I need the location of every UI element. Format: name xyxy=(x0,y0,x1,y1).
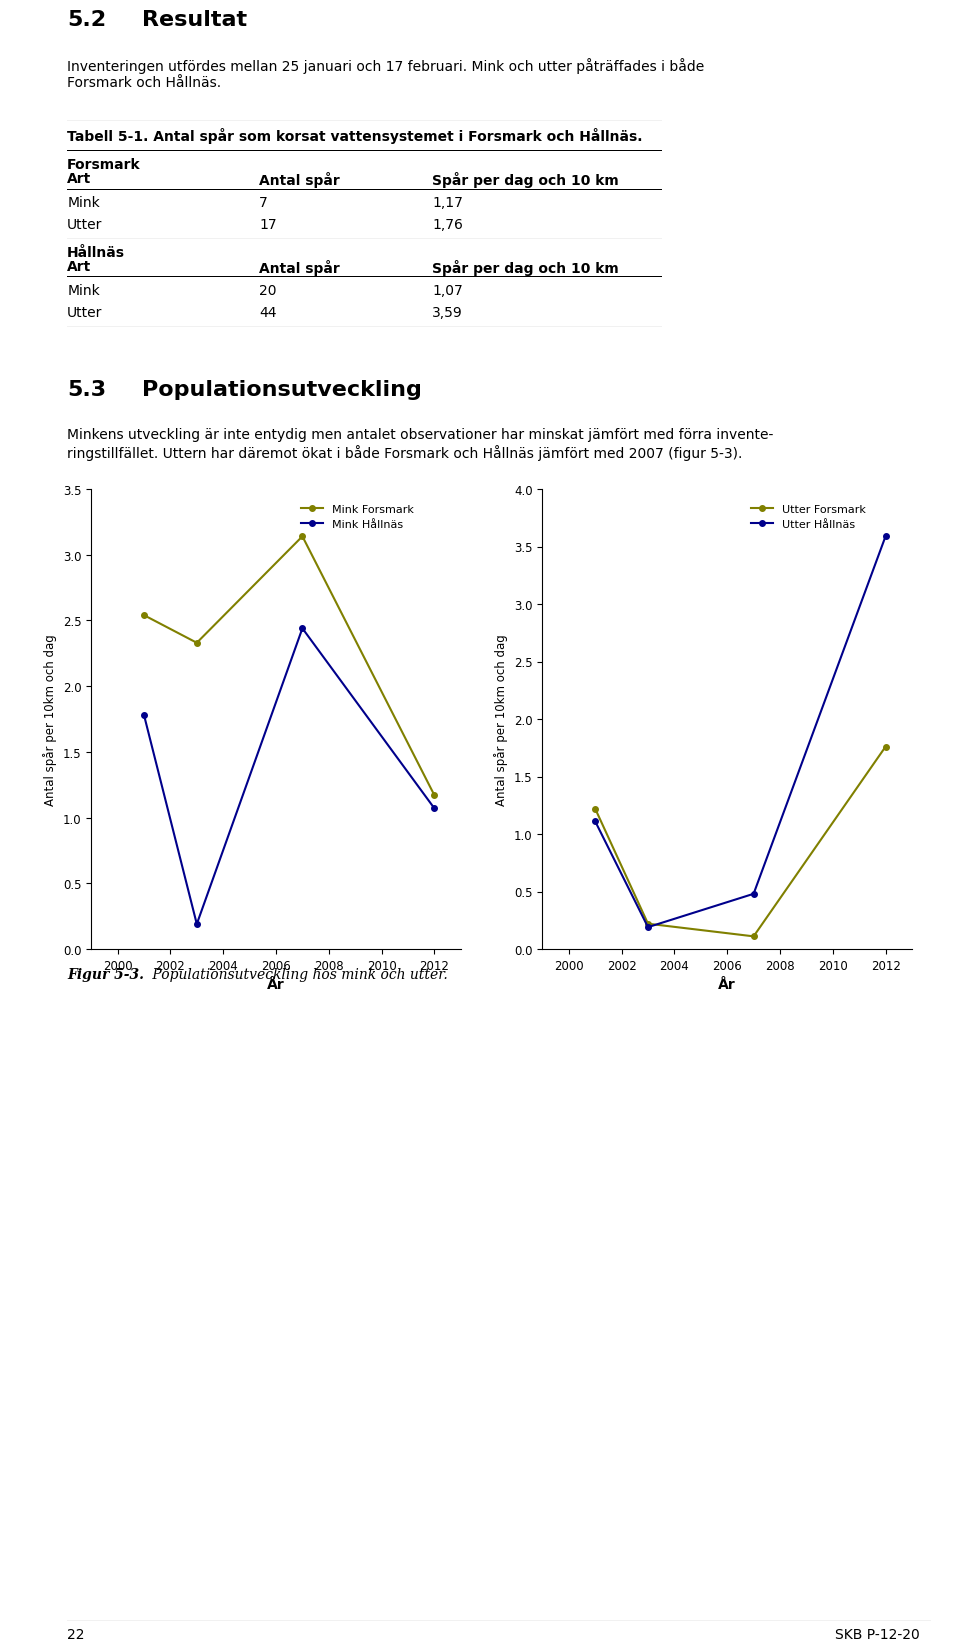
Line: Mink Forsmark: Mink Forsmark xyxy=(141,534,437,799)
Text: Utter: Utter xyxy=(67,218,103,232)
Text: Spår per dag och 10 km: Spår per dag och 10 km xyxy=(432,171,619,188)
Text: Spår per dag och 10 km: Spår per dag och 10 km xyxy=(432,260,619,275)
Line: Mink Hållnäs: Mink Hållnäs xyxy=(141,626,437,928)
Mink Hållnäs xyxy=(297,620,308,639)
Text: SKB P-12-20: SKB P-12-20 xyxy=(835,1627,920,1641)
Utter Hållnäs xyxy=(642,918,654,938)
Utter Hållnäs xyxy=(748,885,759,905)
Text: 5.2: 5.2 xyxy=(67,10,107,30)
Mink Forsmark xyxy=(428,786,440,806)
Text: Populationsutveckling: Populationsutveckling xyxy=(142,379,422,400)
Text: Forsmark: Forsmark xyxy=(67,158,141,171)
Text: Forsmark och Hållnäs.: Forsmark och Hållnäs. xyxy=(67,76,222,91)
Mink Forsmark xyxy=(191,633,203,653)
X-axis label: År: År xyxy=(267,977,285,992)
Text: 3,59: 3,59 xyxy=(432,307,463,320)
Utter Forsmark xyxy=(879,737,891,756)
Text: Art: Art xyxy=(67,260,91,274)
Text: Mink: Mink xyxy=(67,196,100,209)
Text: Mink: Mink xyxy=(67,283,100,298)
Text: Antal spår: Antal spår xyxy=(259,260,340,275)
Text: Figur 5-3.: Figur 5-3. xyxy=(67,967,144,982)
Text: Utter: Utter xyxy=(67,307,103,320)
Mink Hållnäs xyxy=(191,915,203,934)
Text: 22: 22 xyxy=(67,1627,84,1641)
Legend: Utter Forsmark, Utter Hållnäs: Utter Forsmark, Utter Hållnäs xyxy=(747,499,871,534)
Mink Forsmark xyxy=(297,527,308,547)
Y-axis label: Antal spår per 10km och dag: Antal spår per 10km och dag xyxy=(494,634,509,806)
Text: Populationsutveckling hos mink och utter.: Populationsutveckling hos mink och utter… xyxy=(148,967,447,982)
Text: Art: Art xyxy=(67,171,91,186)
Line: Utter Hållnäs: Utter Hållnäs xyxy=(592,534,888,931)
Text: 1,17: 1,17 xyxy=(432,196,463,209)
Text: 5.3: 5.3 xyxy=(67,379,107,400)
Utter Forsmark xyxy=(589,799,601,819)
Y-axis label: Antal spår per 10km och dag: Antal spår per 10km och dag xyxy=(43,634,58,806)
Text: Minkens utveckling är inte entydig men antalet observationer har minskat jämfört: Minkens utveckling är inte entydig men a… xyxy=(67,428,774,442)
Line: Utter Forsmark: Utter Forsmark xyxy=(592,745,888,939)
Text: 7: 7 xyxy=(259,196,268,209)
Utter Hållnäs xyxy=(879,527,891,547)
Mink Hållnäs xyxy=(138,705,150,725)
X-axis label: År: År xyxy=(718,977,736,992)
Text: Hållnäs: Hållnäs xyxy=(67,246,125,260)
Mink Forsmark xyxy=(138,606,150,626)
Text: Tabell 5-1. Antal spår som korsat vattensystemet i Forsmark och Hållnäs.: Tabell 5-1. Antal spår som korsat vatten… xyxy=(67,129,642,143)
Text: 1,76: 1,76 xyxy=(432,218,463,232)
Text: Resultat: Resultat xyxy=(142,10,248,30)
Text: Inventeringen utfördes mellan 25 januari och 17 februari. Mink och utter påträff: Inventeringen utfördes mellan 25 januari… xyxy=(67,58,705,74)
Text: 44: 44 xyxy=(259,307,276,320)
Text: Antal spår: Antal spår xyxy=(259,171,340,188)
Utter Forsmark xyxy=(748,926,759,946)
Text: ringstillfället. Uttern har däremot ökat i både Forsmark och Hållnäs jämfört med: ringstillfället. Uttern har däremot ökat… xyxy=(67,445,743,461)
Mink Hållnäs xyxy=(428,799,440,819)
Legend: Mink Forsmark, Mink Hållnäs: Mink Forsmark, Mink Hållnäs xyxy=(297,499,419,534)
Utter Hållnäs xyxy=(589,812,601,832)
Text: 1,07: 1,07 xyxy=(432,283,463,298)
Text: 17: 17 xyxy=(259,218,276,232)
Utter Forsmark xyxy=(642,915,654,934)
Text: 20: 20 xyxy=(259,283,276,298)
